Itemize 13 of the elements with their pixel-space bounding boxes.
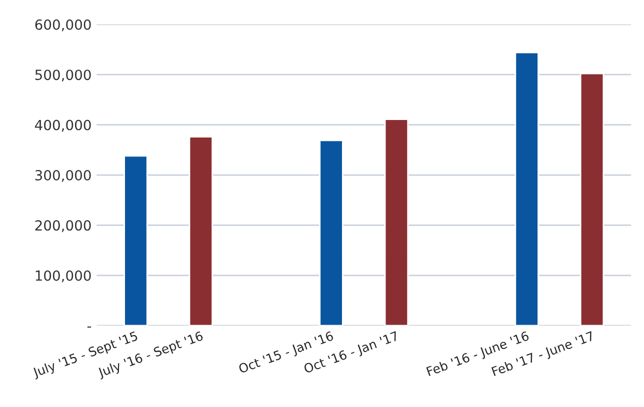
- y-tick-label: 400,000: [34, 120, 91, 132]
- y-tick-label: 500,000: [35, 70, 91, 82]
- bar: [514, 52, 539, 326]
- y-tick-label: 600,000: [35, 19, 91, 32]
- bar: [319, 140, 344, 326]
- bar: [124, 155, 148, 326]
- bar: [188, 136, 213, 326]
- y-tick-label: 100,000: [36, 270, 91, 282]
- y-tick-label: 200,000: [35, 220, 91, 232]
- y-tick-label: -: [87, 326, 92, 328]
- bar: [384, 118, 409, 326]
- bar: [580, 72, 604, 326]
- y-tick-label: 300,000: [35, 170, 91, 182]
